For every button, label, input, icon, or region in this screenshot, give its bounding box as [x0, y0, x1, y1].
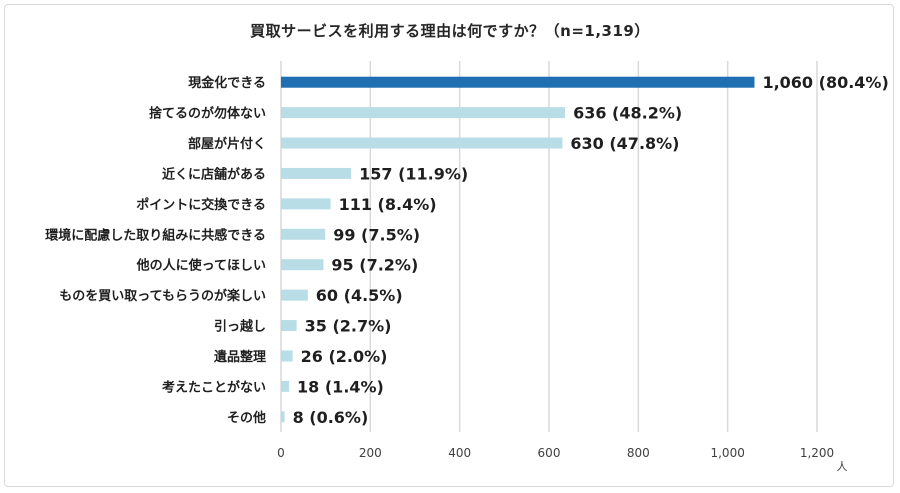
- x-tick-label: 600: [538, 446, 561, 460]
- data-label: 157 (11.9%): [359, 164, 468, 183]
- bar: [281, 411, 285, 423]
- data-label: 60 (4.5%): [316, 286, 403, 305]
- data-label: 99 (7.5%): [333, 225, 420, 244]
- bar: [281, 380, 290, 392]
- bar: [281, 107, 566, 119]
- data-label: 1,060 (80.4%): [762, 73, 888, 92]
- data-label: 111 (8.4%): [339, 195, 437, 214]
- bar: [281, 350, 293, 362]
- x-unit-label: 人: [837, 460, 848, 473]
- chart-title: 買取サービスを利用する理由は何ですか？（n=1,319）: [250, 22, 650, 40]
- category-label: 遺品整理: [213, 349, 266, 365]
- data-label: 95 (7.2%): [331, 256, 418, 275]
- bar: [281, 228, 326, 240]
- data-label: 18 (1.4%): [297, 377, 384, 396]
- data-label: 8 (0.6%): [293, 408, 369, 427]
- category-label: 引っ越し: [214, 319, 266, 335]
- bar: [281, 167, 352, 179]
- bar: [281, 198, 331, 210]
- x-tick-label: 1,200: [800, 446, 834, 460]
- category-label: 他の人に使ってほしい: [136, 258, 266, 274]
- x-tick-label: 200: [359, 446, 382, 460]
- data-label: 26 (2.0%): [301, 347, 388, 366]
- category-label: ポイントに交換できる: [136, 197, 266, 213]
- x-tick-label: 0: [277, 446, 285, 460]
- bar: [281, 76, 755, 88]
- category-label: ものを買い取ってもらうのが楽しい: [59, 288, 266, 304]
- x-tick-label: 800: [627, 446, 650, 460]
- bar: [281, 289, 308, 301]
- bar: [281, 137, 563, 149]
- category-label: 近くに店舗がある: [162, 166, 266, 182]
- bar: [281, 259, 324, 271]
- bar: [281, 320, 297, 332]
- data-label: 35 (2.7%): [305, 317, 392, 336]
- x-tick-label: 1,000: [710, 446, 744, 460]
- data-label: 630 (47.8%): [570, 134, 679, 153]
- category-label: 捨てるのが勿体ない: [149, 106, 266, 122]
- category-label: その他: [227, 410, 266, 426]
- category-label: 部屋が片付く: [188, 136, 266, 152]
- category-label: 現金化できる: [188, 75, 266, 91]
- category-label: 環境に配慮した取り組みに共感できる: [45, 227, 266, 243]
- data-label: 636 (48.2%): [573, 104, 682, 123]
- x-tick-label: 400: [448, 446, 471, 460]
- category-label: 考えたことがない: [162, 379, 266, 395]
